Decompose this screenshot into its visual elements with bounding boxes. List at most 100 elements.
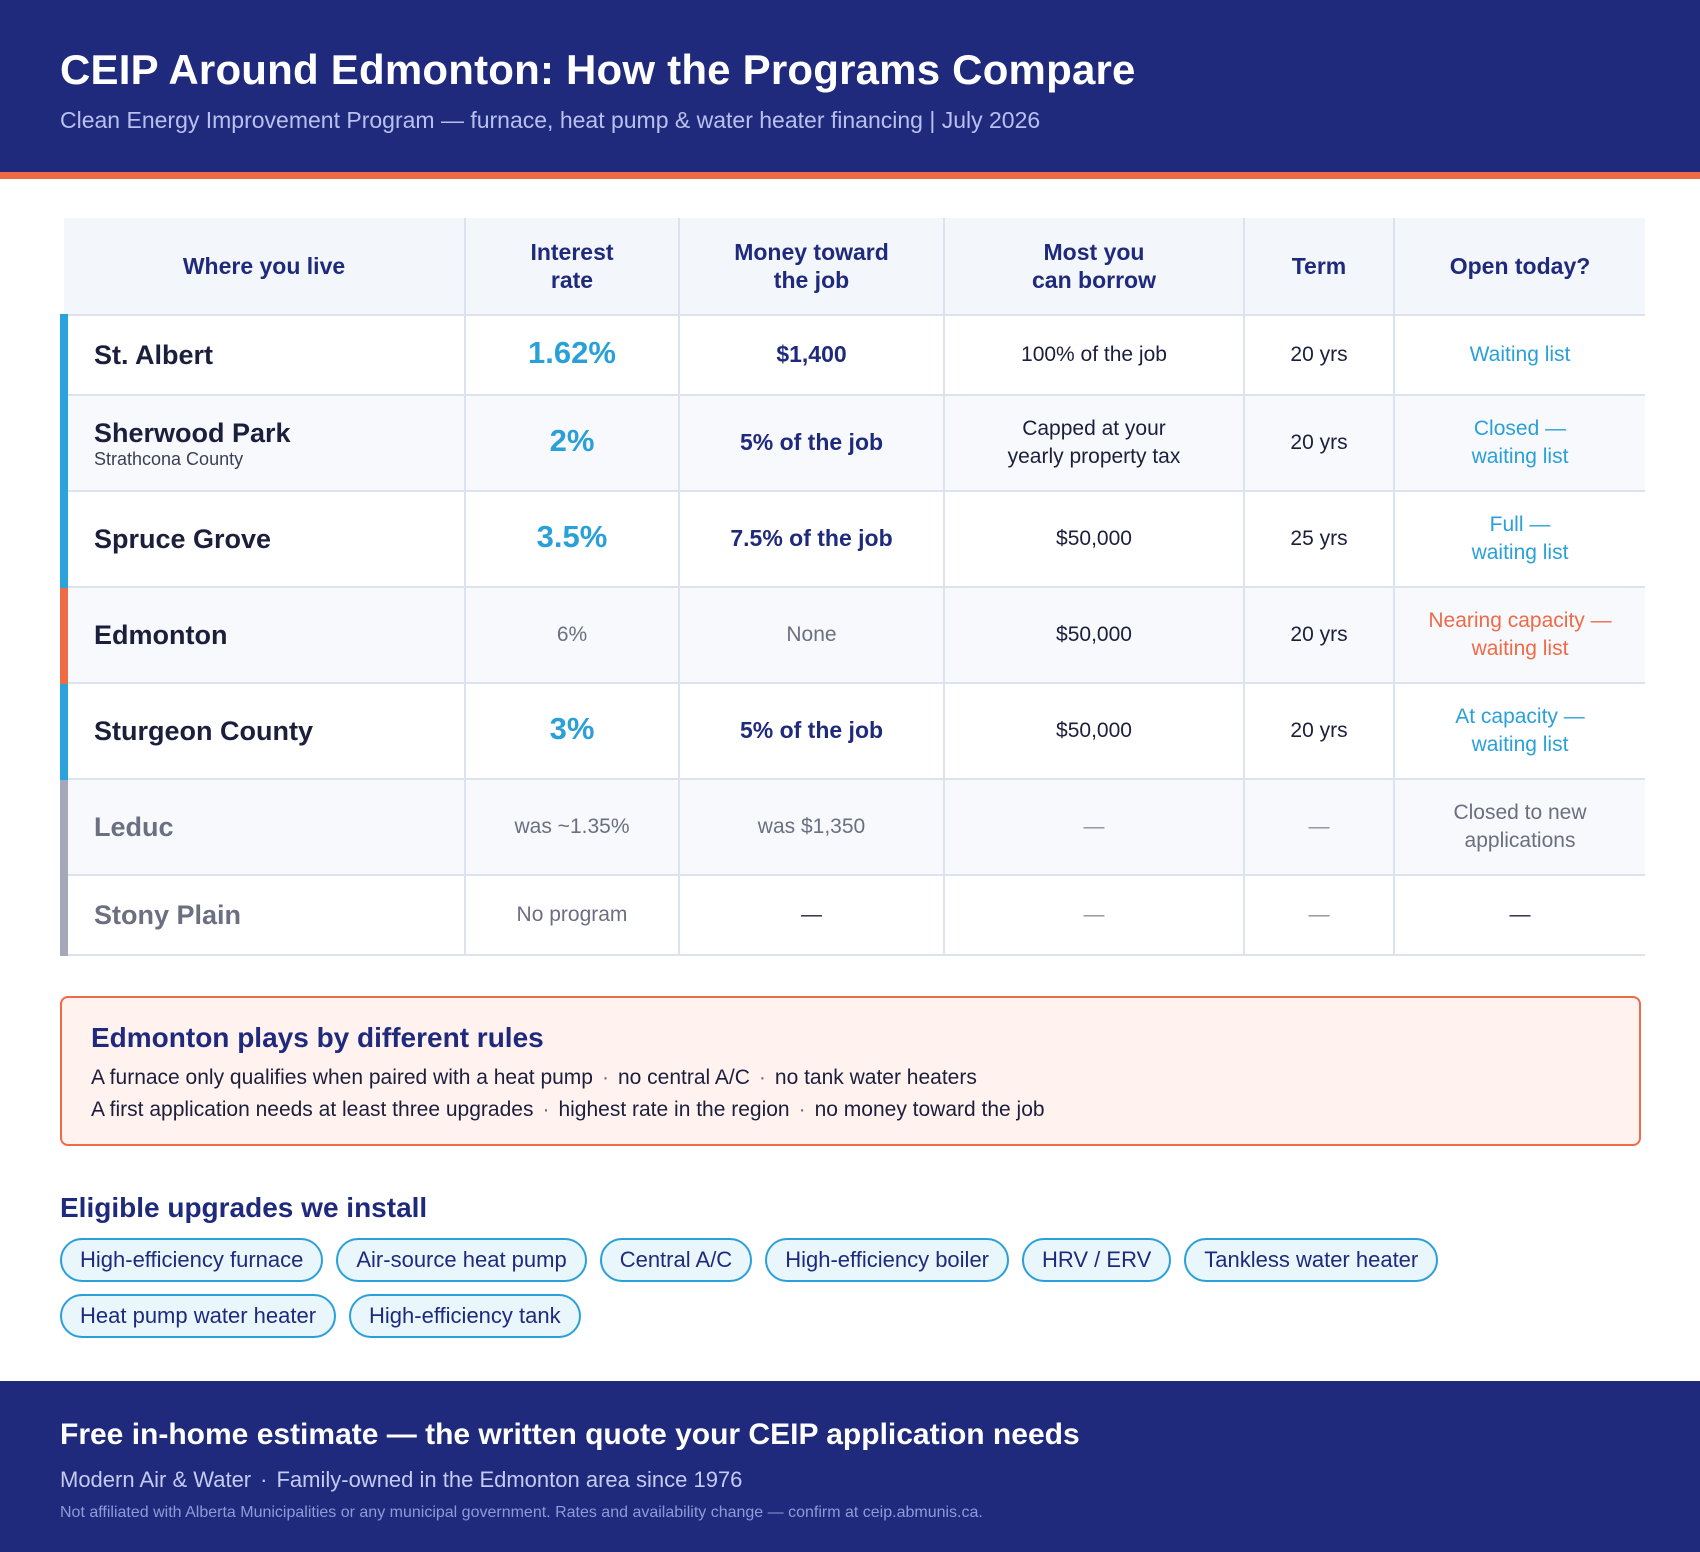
rate-cell: 6%	[465, 587, 680, 684]
money-value: 5% of the job	[739, 717, 884, 743]
rule-item: no central A/C	[617, 1066, 750, 1089]
rules-line-2: A first application needs at least three…	[91, 1098, 1045, 1122]
location-cell: Sherwood Park Strathcona County	[60, 395, 466, 492]
rules-title: Edmonton plays by different rules	[91, 1022, 544, 1053]
status-text: At capacity — waiting list	[1455, 705, 1585, 756]
rate-value: No program	[516, 903, 628, 926]
borrow-value: —	[1083, 903, 1105, 926]
open-cell: Full — waiting list	[1394, 491, 1645, 588]
money-value: 7.5% of the job	[730, 525, 893, 551]
table-row: Stony Plain No program — — — —	[60, 875, 1645, 956]
money-value: was $1,350	[757, 815, 866, 838]
borrow-cell: $50,000	[944, 683, 1245, 780]
upgrade-pill: High-efficiency furnace	[60, 1238, 324, 1282]
borrow-cell: 100% of the job	[944, 315, 1245, 396]
table-row: Spruce Grove 3.5% 7.5% of the job $50,00…	[60, 491, 1645, 588]
rate-value: 6%	[556, 623, 588, 646]
rule-item: A furnace only qualifies when paired wit…	[91, 1066, 593, 1089]
rate-cell: 3%	[465, 683, 680, 780]
money-cell: 5% of the job	[679, 683, 945, 780]
footer-disclaimer: Not affiliated with Alberta Municipaliti…	[60, 1504, 983, 1521]
table-row: Sherwood Park Strathcona County 2% 5% of…	[60, 395, 1645, 492]
table-row: St. Albert 1.62% $1,400 100% of the job …	[60, 315, 1645, 396]
term-value: 20 yrs	[1290, 623, 1348, 646]
rate-value: 3%	[549, 711, 595, 746]
term-value: 20 yrs	[1290, 343, 1348, 366]
term-cell: 25 yrs	[1244, 491, 1395, 588]
separator-dot: ·	[260, 1467, 268, 1492]
column-header-term: Term	[1244, 218, 1395, 316]
status-text: Waiting list	[1469, 343, 1571, 366]
company-name: Modern Air & Water	[60, 1467, 252, 1492]
upgrade-pill: Air-source heat pump	[336, 1238, 587, 1282]
location-name: Sherwood Park	[94, 418, 291, 448]
location-name: St. Albert	[94, 340, 214, 370]
term-cell: 20 yrs	[1244, 587, 1395, 684]
location-cell: St. Albert	[60, 315, 466, 396]
money-cell: None	[679, 587, 945, 684]
status-text: —	[1509, 903, 1531, 926]
column-header-borrow-label: Most you can borrow	[1032, 239, 1156, 293]
rule-item: highest rate in the region	[558, 1098, 790, 1121]
borrow-value: 100% of the job	[1021, 343, 1167, 366]
upgrade-pill: Central A/C	[599, 1238, 753, 1282]
term-cell: 20 yrs	[1244, 315, 1395, 396]
column-header-open: Open today?	[1394, 218, 1645, 316]
upgrade-pill: HRV / ERV	[1022, 1238, 1172, 1282]
location-cell: Sturgeon County	[60, 683, 466, 780]
location-name: Leduc	[94, 812, 174, 842]
rules-line-1: A furnace only qualifies when paired wit…	[91, 1066, 977, 1090]
open-cell: At capacity — waiting list	[1394, 683, 1645, 780]
status-text: Full — waiting list	[1471, 513, 1569, 564]
separator-dot: ·	[601, 1066, 609, 1089]
column-header-borrow: Most you can borrow	[944, 218, 1245, 316]
rate-cell: was ~1.35%	[465, 779, 680, 876]
location-cell: Spruce Grove	[60, 491, 466, 588]
rate-cell: No program	[465, 875, 680, 956]
rule-item: A first application needs at least three…	[91, 1098, 534, 1121]
location-subtitle: Strathcona County	[94, 449, 244, 469]
rate-value: was ~1.35%	[514, 815, 630, 838]
term-value: 25 yrs	[1290, 527, 1348, 550]
edmonton-rules-callout: Edmonton plays by different rules A furn…	[60, 996, 1641, 1146]
location-name: Stony Plain	[94, 900, 242, 930]
page-subtitle: Clean Energy Improvement Program — furna…	[60, 107, 1041, 133]
borrow-value: Capped at your yearly property tax	[1007, 417, 1181, 468]
company-tagline: Family-owned in the Edmonton area since …	[276, 1467, 743, 1492]
borrow-value: $50,000	[1056, 719, 1132, 742]
page-title: CEIP Around Edmonton: How the Programs C…	[60, 46, 1136, 93]
location-cell: Edmonton	[60, 587, 466, 684]
upgrade-pill: Heat pump water heater	[60, 1294, 337, 1338]
borrow-cell: $50,000	[944, 587, 1245, 684]
column-header-money: Money toward the job	[679, 218, 945, 316]
rate-value: 3.5%	[536, 519, 608, 554]
status-text: Nearing capacity — waiting list	[1428, 609, 1612, 660]
footer-banner: Free in-home estimate — the written quot…	[0, 1381, 1700, 1552]
status-text: Closed to new applications	[1453, 801, 1587, 852]
borrow-cell: Capped at your yearly property tax	[944, 395, 1245, 492]
money-value: None	[786, 623, 837, 646]
column-header-money-label: Money toward the job	[734, 239, 889, 293]
comparison-table: Where you live Interest rate Money towar…	[60, 218, 1645, 956]
table-row: Edmonton 6% None $50,000 20 yrs Nearing …	[60, 587, 1645, 684]
footer-title: Free in-home estimate — the written quot…	[60, 1418, 1080, 1451]
location-cell: Leduc	[60, 779, 466, 876]
footer-company-line: Modern Air & Water · Family-owned in the E…	[60, 1467, 742, 1493]
location-name: Sturgeon County	[94, 716, 313, 746]
rate-value: 1.62%	[528, 335, 616, 370]
open-cell: Closed — waiting list	[1394, 395, 1645, 492]
separator-dot: ·	[542, 1098, 550, 1121]
header-banner: CEIP Around Edmonton: How the Programs C…	[0, 0, 1700, 172]
rate-cell: 2%	[465, 395, 680, 492]
money-value: $1,400	[776, 341, 847, 367]
borrow-value: —	[1083, 815, 1105, 838]
rule-item: no tank water heaters	[774, 1066, 977, 1089]
borrow-value: $50,000	[1056, 527, 1132, 550]
open-cell: Nearing capacity — waiting list	[1394, 587, 1645, 684]
borrow-cell: $50,000	[944, 491, 1245, 588]
column-header-rate-label: Interest rate	[530, 239, 614, 293]
term-value: —	[1308, 815, 1330, 838]
money-value: 5% of the job	[739, 429, 884, 455]
money-cell: 5% of the job	[679, 395, 945, 492]
location-name: Edmonton	[94, 620, 228, 650]
